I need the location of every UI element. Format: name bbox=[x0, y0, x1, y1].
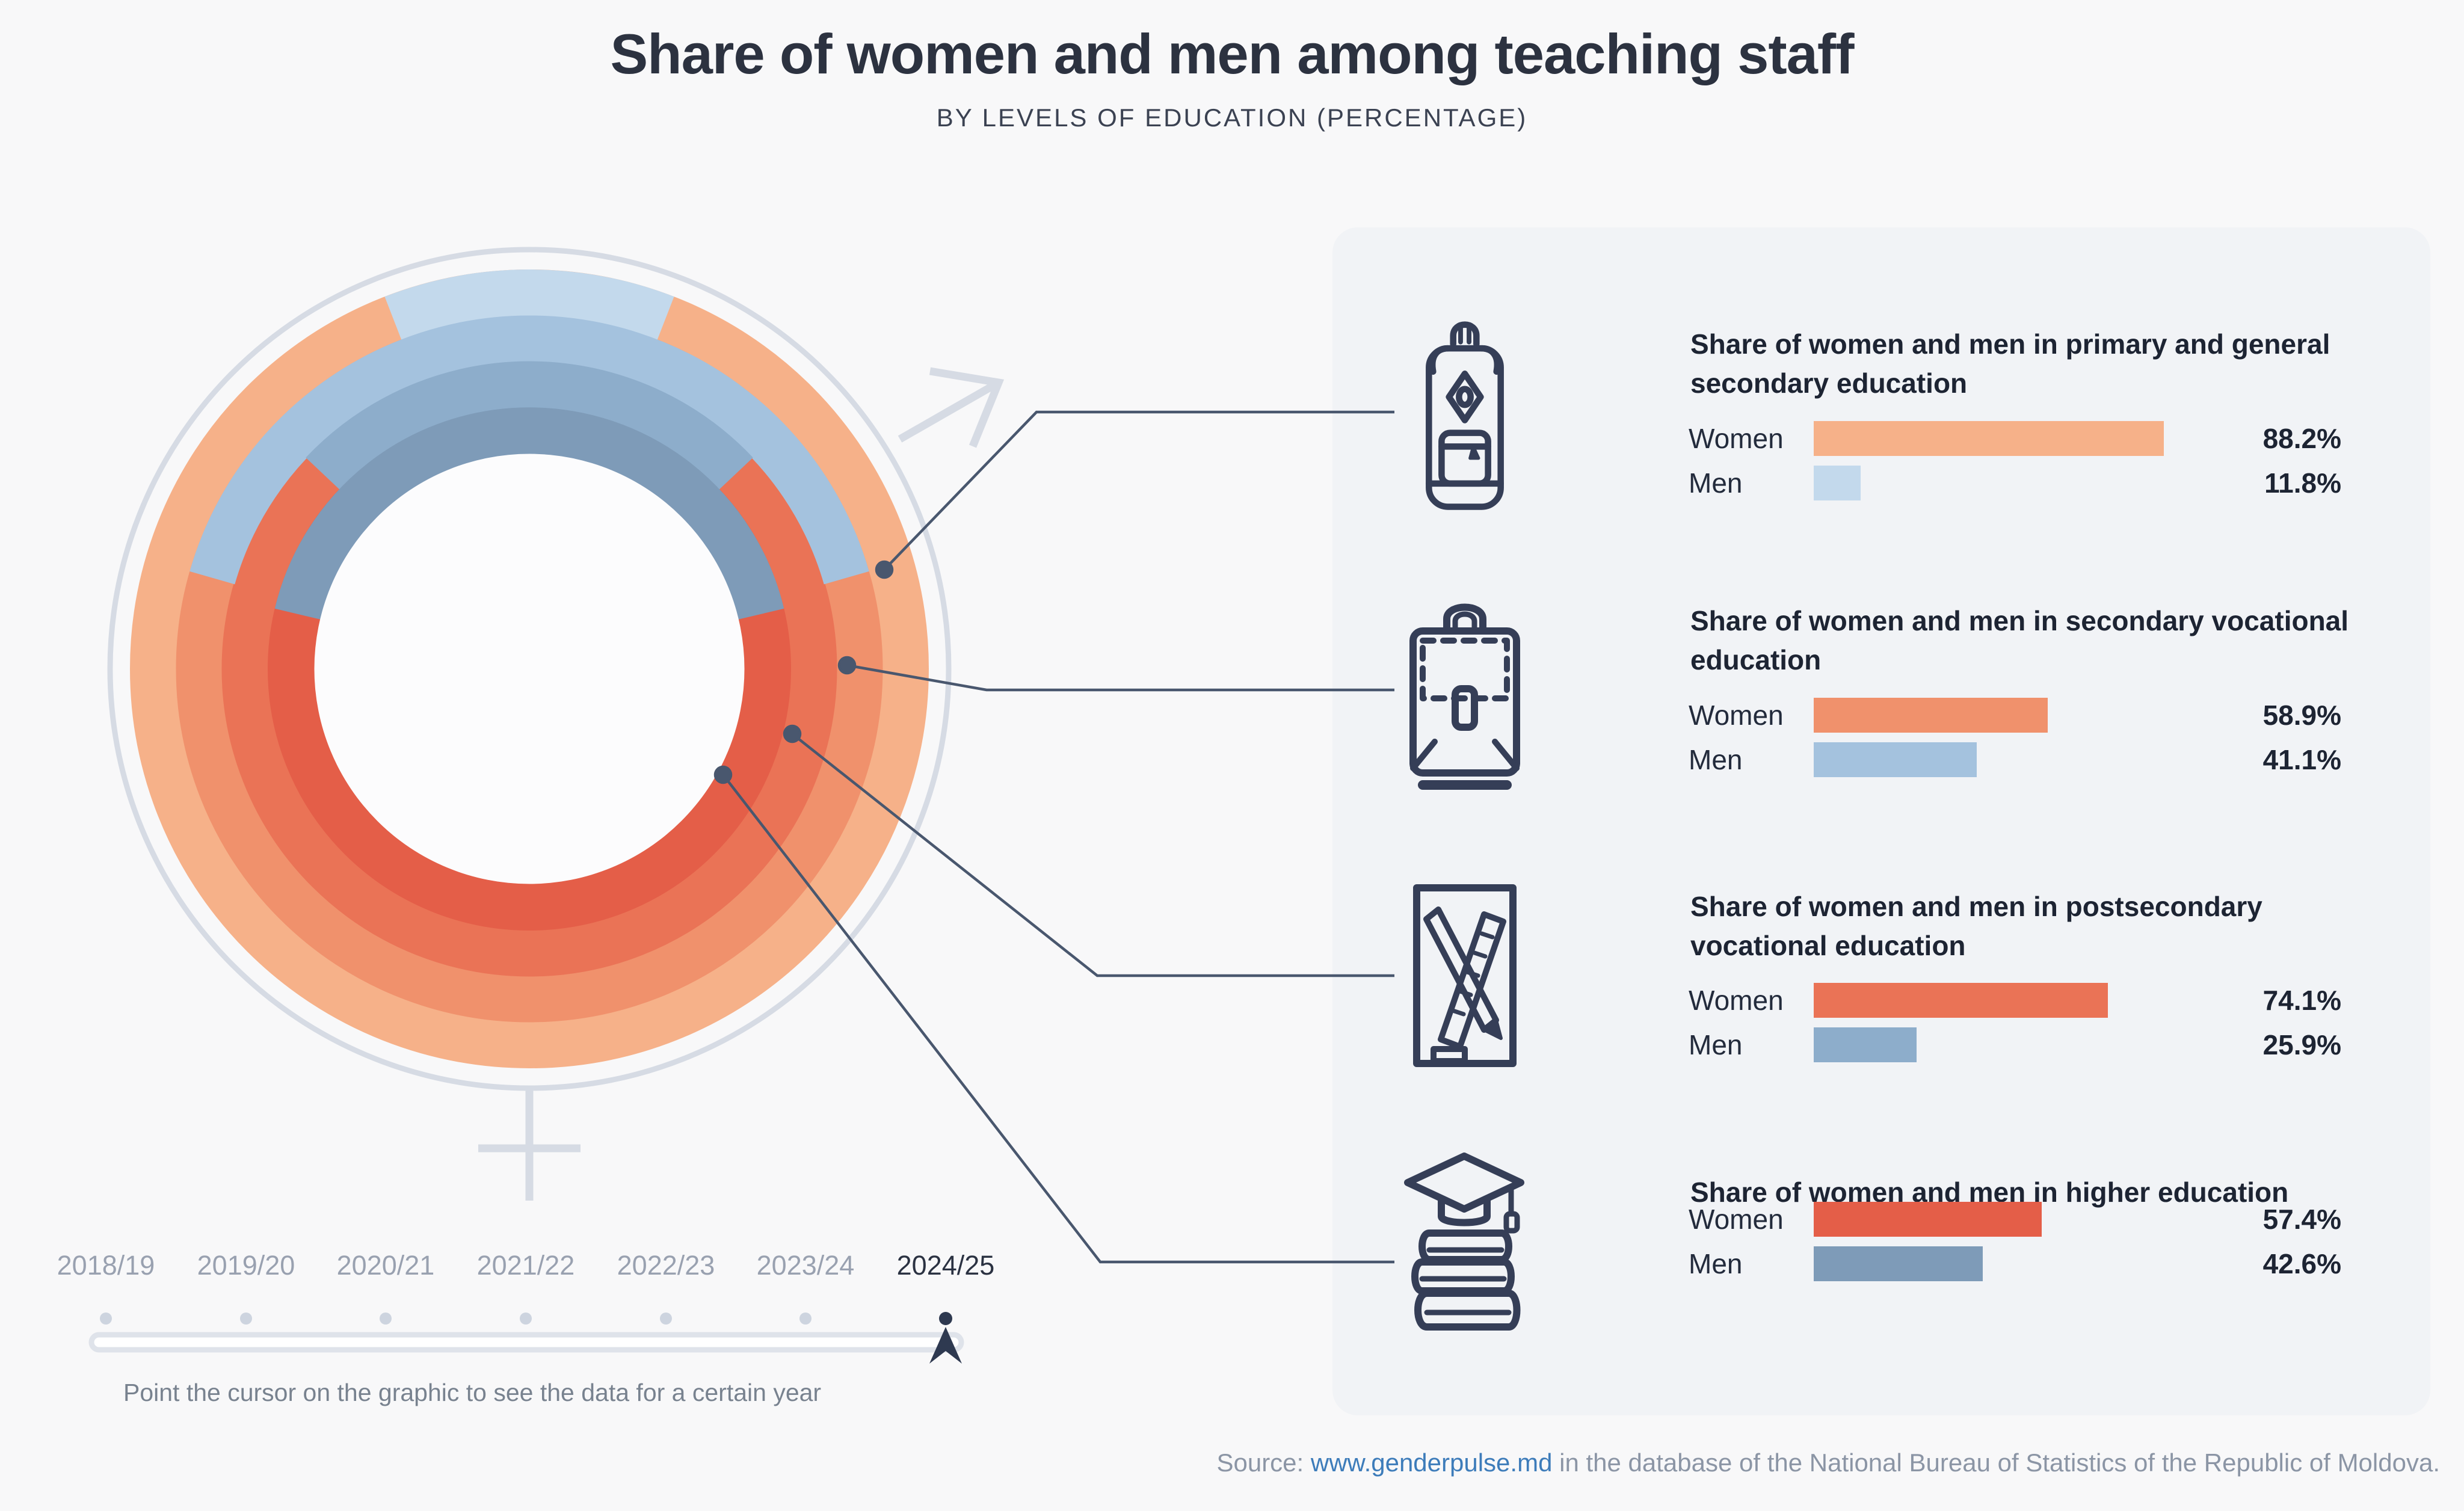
bar-row-men-higher: Men 42.6% bbox=[1689, 1246, 2341, 1281]
callout-dot-secondary-vocational bbox=[837, 656, 857, 675]
women-label: Women bbox=[1689, 700, 1784, 731]
bar-row-women-secondary-vocational: Women 58.9% bbox=[1689, 698, 2341, 733]
timeline-hint: Point the cursor on the graphic to see t… bbox=[123, 1379, 822, 1406]
year-label-2018[interactable]: 2018/19 bbox=[57, 1250, 155, 1281]
year-label-2021[interactable]: 2021/22 bbox=[476, 1250, 575, 1281]
timeline-dot-2024-active[interactable] bbox=[939, 1312, 952, 1325]
callout-dot-higher bbox=[713, 765, 733, 784]
men-label: Men bbox=[1689, 467, 1743, 499]
timeline-dot-2018[interactable] bbox=[100, 1313, 112, 1325]
bar-row-women-higher: Women 57.4% bbox=[1689, 1202, 2341, 1237]
timeline-dot-2023[interactable] bbox=[799, 1313, 812, 1325]
year-label-2024-active[interactable]: 2024/25 bbox=[896, 1250, 995, 1281]
women-label: Women bbox=[1689, 1204, 1784, 1235]
gender-symbol bbox=[107, 247, 1005, 1201]
graduation-books-icon bbox=[1396, 1149, 1534, 1347]
source-suffix: in the database of the National Bureau o… bbox=[1552, 1448, 2440, 1477]
women-bar bbox=[1814, 1202, 2042, 1237]
page-title: Share of women and men among teaching st… bbox=[610, 22, 1854, 85]
source-note: Source: www.genderpulse.md in the databa… bbox=[1216, 1448, 2440, 1477]
women-value: 58.9% bbox=[2262, 700, 2341, 731]
bar-row-men-postsecondary: Men 25.9% bbox=[1689, 1027, 2341, 1062]
men-bar bbox=[1814, 742, 1977, 777]
briefcase-icon bbox=[1399, 590, 1531, 790]
men-value: 11.8% bbox=[2264, 467, 2341, 499]
women-label: Women bbox=[1689, 985, 1784, 1016]
backpack-icon bbox=[1411, 315, 1519, 513]
men-label: Men bbox=[1689, 1248, 1743, 1279]
men-bar bbox=[1814, 1246, 1983, 1281]
section-title-postsecondary: Share of women and men in postsecondary … bbox=[1690, 891, 2262, 962]
timeline-dot-2021[interactable] bbox=[520, 1313, 532, 1325]
men-value: 41.1% bbox=[2262, 744, 2341, 775]
women-value: 88.2% bbox=[2262, 423, 2341, 454]
callout-line-higher bbox=[722, 774, 1394, 1264]
men-label: Men bbox=[1689, 1029, 1743, 1060]
pencil-ruler-icon bbox=[1405, 873, 1525, 1076]
year-label-2019[interactable]: 2019/20 bbox=[197, 1250, 295, 1281]
timeline[interactable] bbox=[88, 1312, 964, 1364]
timeline-dot-2020[interactable] bbox=[380, 1313, 392, 1325]
callout-line-secondary-vocational bbox=[846, 663, 1394, 692]
donut-hole bbox=[314, 454, 745, 884]
men-arc-primary-secondary[interactable] bbox=[384, 269, 674, 340]
men-arc-postsecondary-vocational[interactable] bbox=[306, 361, 753, 490]
callout-line-primary bbox=[883, 410, 1394, 571]
timeline-dot-2022[interactable] bbox=[660, 1313, 672, 1325]
callout-line-postsecondary bbox=[791, 733, 1394, 977]
page-subtitle: BY LEVELS OF EDUCATION (PERCENTAGE) bbox=[936, 103, 1528, 132]
male-arrow-icon bbox=[898, 367, 1005, 448]
source-prefix: Source: bbox=[1216, 1448, 1311, 1477]
source-link[interactable]: www.genderpulse.md bbox=[1310, 1448, 1553, 1477]
women-bar bbox=[1814, 421, 2164, 456]
men-arc-higher-education[interactable] bbox=[274, 407, 784, 620]
men-arc-secondary-vocational[interactable] bbox=[189, 315, 869, 585]
men-bar bbox=[1814, 1027, 1917, 1062]
year-label-2023[interactable]: 2023/24 bbox=[756, 1250, 855, 1281]
men-label: Men bbox=[1689, 744, 1743, 775]
donut-rings[interactable] bbox=[130, 269, 929, 1068]
women-value: 57.4% bbox=[2262, 1204, 2341, 1235]
callouts bbox=[713, 410, 1394, 1264]
men-value: 42.6% bbox=[2262, 1248, 2341, 1279]
timeline-track[interactable] bbox=[88, 1332, 964, 1353]
callout-dot-primary bbox=[875, 560, 894, 579]
bar-row-women-primary: Women 88.2% bbox=[1689, 421, 2341, 456]
women-bar bbox=[1814, 698, 2048, 733]
timeline-dot-2019[interactable] bbox=[240, 1313, 252, 1325]
section-title-primary: Share of women and men in primary and ge… bbox=[1690, 328, 2330, 399]
men-bar bbox=[1814, 466, 1861, 500]
callout-dot-postsecondary bbox=[783, 724, 802, 743]
bar-row-women-postsecondary: Women 74.1% bbox=[1689, 983, 2341, 1018]
women-value: 74.1% bbox=[2262, 985, 2341, 1016]
bar-row-men-secondary-vocational: Men 41.1% bbox=[1689, 742, 2341, 777]
section-title-secondary-vocational: Share of women and men in secondary voca… bbox=[1690, 605, 2349, 676]
women-label: Women bbox=[1689, 423, 1784, 454]
female-cross-icon bbox=[478, 1086, 581, 1201]
cursor-pointer-icon[interactable] bbox=[929, 1327, 962, 1364]
men-value: 25.9% bbox=[2262, 1029, 2341, 1060]
year-label-2020[interactable]: 2020/21 bbox=[336, 1250, 435, 1281]
women-bar bbox=[1814, 983, 2108, 1018]
year-label-2022[interactable]: 2022/23 bbox=[617, 1250, 715, 1281]
bar-row-men-primary: Men 11.8% bbox=[1689, 466, 2341, 500]
